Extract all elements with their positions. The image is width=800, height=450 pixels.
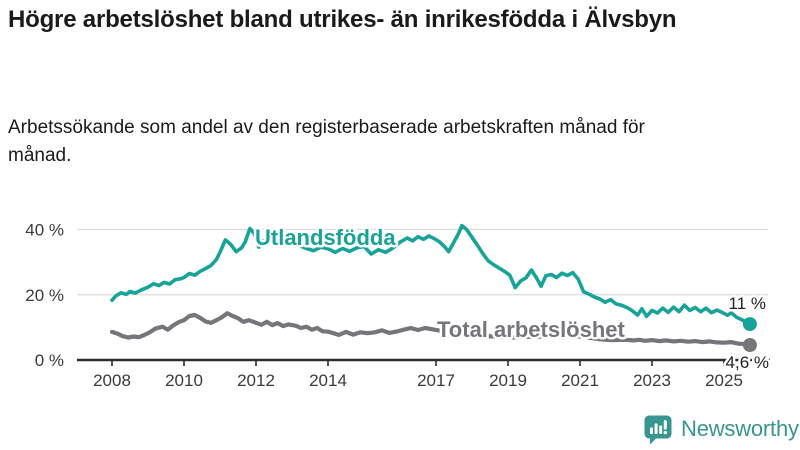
series-end-dot-1: [742, 338, 757, 352]
x-axis-label: 2019: [489, 371, 527, 390]
x-axis-label: 2025: [705, 371, 743, 390]
newsworthy-wordmark: Newsworthy: [681, 416, 799, 441]
x-axis-label: 2010: [165, 371, 203, 390]
end-value-label-total: 4,6 %: [726, 353, 769, 372]
series-label-utlandsfodda: Utlandsfödda: [255, 225, 396, 250]
exclamation-dot: [663, 430, 667, 435]
x-axis-label: 2012: [237, 371, 275, 390]
end-value-label-utlandsfodda: 11 %: [729, 294, 767, 313]
newsworthy-chart-bubble-icon: [644, 415, 672, 445]
page-subtitle: Arbetssökande som andel av den registerb…: [8, 117, 645, 166]
series-line-1: [109, 311, 753, 348]
x-axis-label: 2021: [561, 371, 599, 390]
x-axis-label: 2008: [93, 371, 131, 390]
newsworthy-logo: Newsworthy: [642, 413, 799, 445]
series-label-total-arbetsloshet: Total arbetslöshet: [437, 317, 626, 342]
bar-chart-glyph: [650, 420, 667, 435]
y-axis-label: 20 %: [25, 286, 64, 305]
x-axis-label: 2014: [309, 371, 347, 390]
series-end-dot-0: [742, 317, 757, 332]
x-axis-label: 2023: [633, 371, 671, 390]
y-axis-label: 0 %: [35, 351, 64, 370]
y-axis-label: 40 %: [25, 221, 64, 240]
x-axis-label: 2017: [417, 371, 455, 390]
exclamation-bar: [663, 420, 667, 430]
page-title: Högre arbetslöshet bland utrikes- än inr…: [8, 6, 677, 33]
chart-plot-area: 0 % 20 % 40 % 2008 2010 2012 2014 2017 2019 2021 2…: [25, 221, 770, 390]
series-line-0: [110, 223, 752, 326]
